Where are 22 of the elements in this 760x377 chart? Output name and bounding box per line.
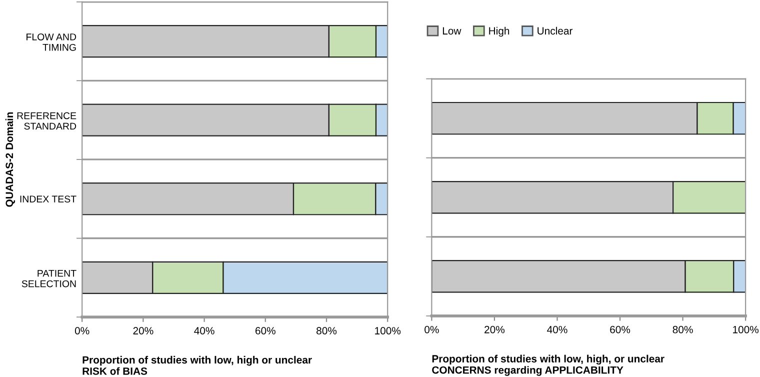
x-tick-label: 40% <box>194 327 214 334</box>
y-axis-title: QUADAS-2 Domain <box>5 112 16 207</box>
legend-label: Unclear <box>538 26 573 35</box>
y-tick-label: PATIENT SELECTION <box>22 270 76 288</box>
y-tick-label: REFERENCE STANDARD <box>17 112 76 130</box>
x-tick-label: 60% <box>255 327 276 334</box>
x-tick-label: 100% <box>733 326 759 334</box>
x-tick-label: 0% <box>424 326 439 334</box>
x-tick-label: 60% <box>610 326 630 334</box>
legend-label: High <box>489 26 510 37</box>
x-tick-label: 40% <box>547 326 568 334</box>
x-tick-label: 100% <box>375 327 401 334</box>
x-tick-label: 0% <box>74 327 90 334</box>
legend-label: Low <box>442 27 462 35</box>
x-tick-label: 80% <box>316 327 337 334</box>
x-axis-title: Proportion of studies with low, high or unclear RISK of BIAS <box>82 356 312 375</box>
x-tick-label: 20% <box>133 327 154 334</box>
x-axis-title: Proportion of studies with low, high, or unclear CONCERNS regarding APPLICABILITY <box>432 354 664 376</box>
x-tick-label: 80% <box>672 326 693 334</box>
x-tick-label: 20% <box>484 326 505 334</box>
y-tick-label: INDEX TEST <box>20 196 76 202</box>
y-tick-label: FLOW AND TIMING <box>26 33 76 51</box>
